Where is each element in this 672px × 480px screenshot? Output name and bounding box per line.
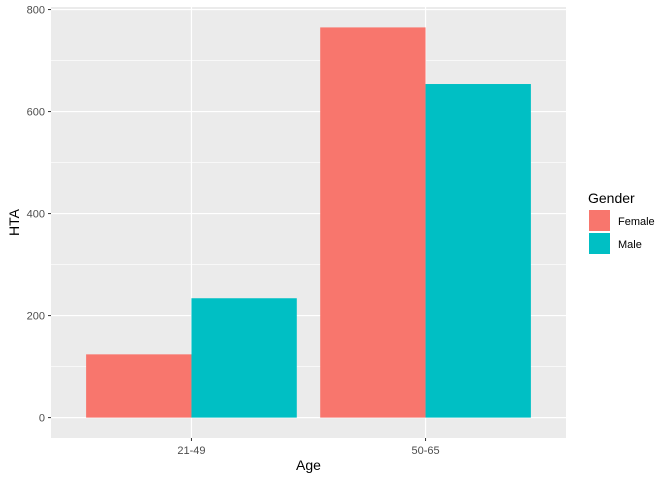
y-tick-label: 400 <box>27 209 45 221</box>
legend: Gender Female Male <box>588 190 655 254</box>
x-axis-title: Age <box>296 457 321 473</box>
bars <box>86 27 531 418</box>
x-axis-ticks: 21-49 50-65 <box>177 438 440 457</box>
legend-key-male <box>589 233 610 254</box>
x-tick-label: 21-49 <box>177 445 205 457</box>
legend-key-female <box>589 210 610 231</box>
y-tick-label: 800 <box>27 5 45 17</box>
legend-label-male: Male <box>618 239 642 251</box>
y-axis-title: HTA <box>6 208 22 236</box>
bar-female-50-65 <box>320 27 426 418</box>
legend-label-female: Female <box>618 216 655 228</box>
bar-female-21-49 <box>86 354 192 418</box>
bar-male-50-65 <box>425 84 531 418</box>
bar-male-21-49 <box>191 298 297 418</box>
x-tick-label: 50-65 <box>411 445 439 457</box>
legend-title: Gender <box>588 190 635 206</box>
y-axis-ticks: 0 200 400 600 800 <box>27 5 51 425</box>
y-tick-label: 200 <box>27 311 45 323</box>
y-tick-label: 0 <box>39 413 45 425</box>
y-tick-label: 600 <box>27 107 45 119</box>
